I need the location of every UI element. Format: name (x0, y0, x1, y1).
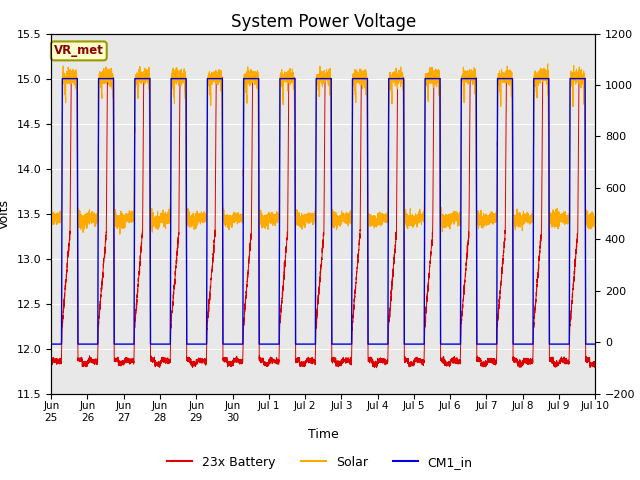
Legend: 23x Battery, Solar, CM1_in: 23x Battery, Solar, CM1_in (163, 451, 477, 474)
Text: VR_met: VR_met (54, 44, 104, 58)
X-axis label: Time: Time (308, 428, 339, 442)
Y-axis label: Volts: Volts (0, 199, 11, 228)
Title: System Power Voltage: System Power Voltage (230, 12, 416, 31)
